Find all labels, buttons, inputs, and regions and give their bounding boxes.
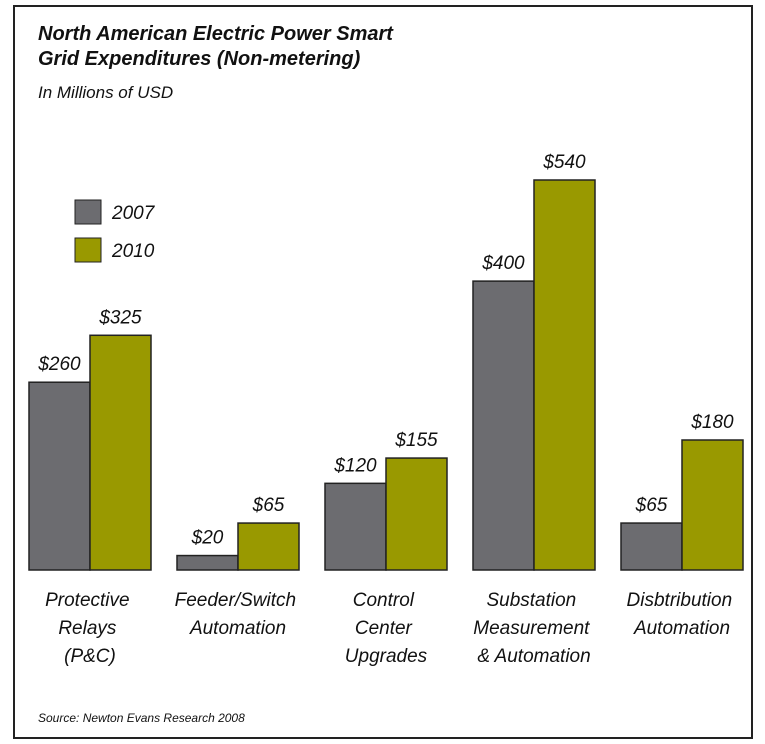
legend-swatch	[74, 237, 102, 263]
value-label: $260	[37, 354, 81, 375]
value-label: $20	[191, 528, 224, 549]
legend-label: 2007	[111, 203, 156, 224]
chart-subtitle: In Millions of USD	[38, 83, 173, 102]
value-label: $180	[690, 412, 734, 433]
x-tick-label: Feeder/Switch Automation	[175, 590, 302, 639]
bar	[472, 280, 535, 571]
x-tick-label: Control Center Upgrades	[345, 590, 428, 667]
bar	[176, 554, 239, 571]
value-label: $325	[98, 307, 142, 328]
value-label: $65	[252, 495, 285, 516]
value-label: $540	[542, 152, 586, 173]
bar	[533, 179, 596, 571]
bar	[237, 522, 300, 571]
x-tick-label: Disbtribution Automation	[627, 590, 738, 639]
bar	[324, 482, 387, 571]
source: Source: Newton Evans Research 2008	[38, 711, 245, 725]
value-label: $400	[481, 253, 525, 274]
chart-title: North American Electric Power Smart Grid…	[38, 23, 399, 70]
value-label: $155	[394, 430, 438, 451]
legend-label: 2010	[111, 241, 155, 262]
value-label: $120	[333, 455, 377, 476]
bar	[89, 334, 152, 571]
x-tick-label: Substation Measurement & Automation	[473, 590, 594, 667]
bar	[681, 439, 744, 571]
bar	[620, 522, 683, 571]
x-tick-label: Protective Relays (P&C)	[45, 590, 135, 667]
bar	[28, 381, 91, 571]
bar	[385, 457, 448, 571]
value-label: $65	[635, 495, 668, 516]
legend-swatch	[74, 199, 102, 225]
